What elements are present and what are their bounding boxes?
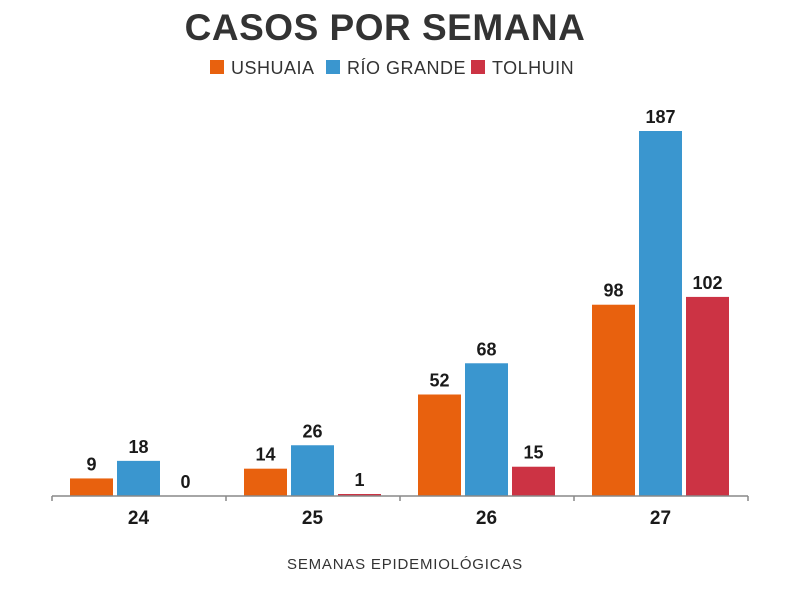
bar [512,466,555,496]
legend-swatch [471,60,485,74]
legend-item: TOLHUIN [471,58,574,78]
bar [117,460,160,496]
x-axis [51,495,749,501]
data-label: 1 [354,470,364,490]
bar [592,304,635,496]
bar [639,131,682,496]
bar [465,363,508,496]
data-label: 98 [603,281,623,301]
x-tick-label: 26 [476,508,497,529]
legend-label: TOLHUIN [492,58,574,78]
x-tick-label: 27 [650,508,671,529]
legend-label: USHUAIA [231,58,315,78]
data-label: 26 [302,421,322,441]
data-label: 15 [523,443,543,463]
bar [338,494,381,496]
legend-swatch [210,60,224,74]
data-label: 68 [476,339,496,359]
bar [70,478,113,496]
legend-item: USHUAIA [210,58,315,78]
x-tick-label: 25 [302,508,324,529]
bar-labels: 9 18 0 14 26 1 52 68 15 98 187 102 [86,107,722,492]
bars [70,131,729,496]
data-label: 18 [128,437,148,457]
data-label: 187 [645,107,675,127]
x-tick-label: 24 [128,508,150,529]
legend-item: RÍO GRANDE [326,58,466,78]
data-label: 102 [692,273,722,293]
bar [686,296,729,496]
bar [418,394,461,496]
legend-swatch [326,60,340,74]
data-label: 52 [429,371,449,391]
bar [244,468,287,496]
legend: USHUAIA RÍO GRANDE TOLHUIN [210,58,574,78]
x-axis-tick-labels: 24 25 26 27 [128,508,671,529]
chart-title: CASOS POR SEMANA [185,7,586,48]
legend-label: RÍO GRANDE [347,58,466,78]
data-label: 9 [86,454,96,474]
x-axis-label: SEMANAS EPIDEMIOLÓGICAS [287,556,523,573]
data-label: 14 [255,445,275,465]
bar [291,445,334,496]
data-label: 0 [180,472,190,492]
